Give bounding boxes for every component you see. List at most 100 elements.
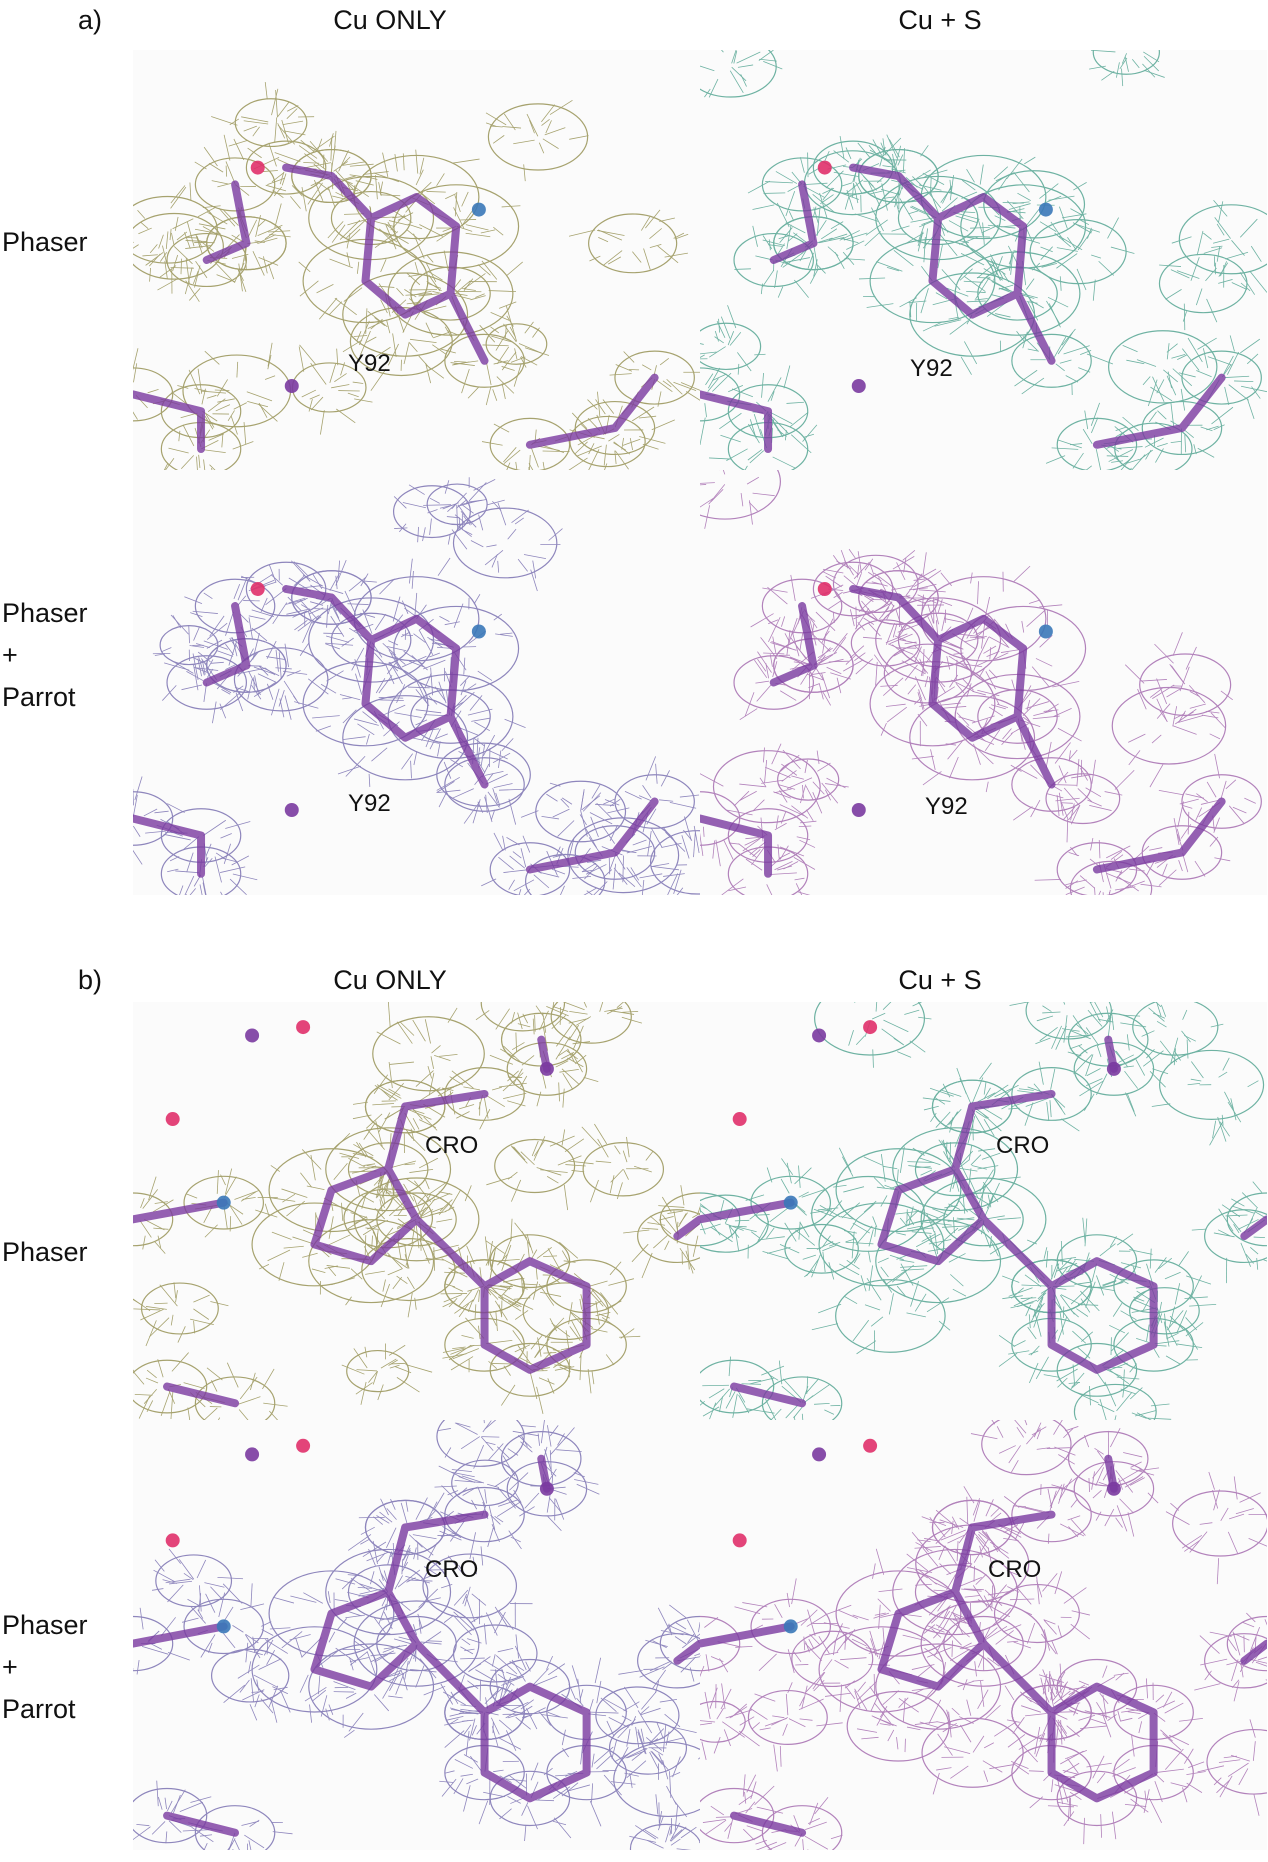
mesh-segment (413, 737, 440, 744)
mesh-segment (464, 1586, 471, 1607)
mesh-segment (1048, 1674, 1053, 1701)
mesh-segment (752, 204, 775, 210)
mesh-segment (490, 1363, 513, 1365)
mesh-segment (1007, 1640, 1019, 1643)
mesh-segment (336, 348, 339, 366)
mesh-segment (194, 265, 201, 288)
mesh-segment (1047, 1488, 1053, 1509)
mesh-segment (392, 1542, 395, 1557)
mesh-segment (930, 1112, 937, 1123)
mesh-segment (966, 169, 975, 183)
mesh-segment (908, 300, 927, 304)
mesh-segment (919, 220, 934, 228)
mesh-segment (830, 221, 844, 230)
mesh-segment (805, 785, 814, 801)
mesh-segment (888, 643, 914, 655)
mesh-contour (1056, 1770, 1138, 1827)
mesh-segment (385, 1229, 401, 1237)
mesh-segment (1222, 1057, 1230, 1071)
mesh-segment (985, 1499, 994, 1517)
mesh-segment (365, 1270, 385, 1275)
molecule-bond (480, 1682, 591, 1803)
mesh-segment (404, 607, 416, 617)
mesh-segment (154, 1201, 168, 1204)
mesh-segment (666, 1785, 677, 1805)
mesh-segment (908, 1206, 914, 1227)
mesh-segment (728, 384, 744, 393)
mesh-segment (458, 1303, 470, 1318)
mesh-segment (934, 607, 939, 625)
mesh-segment (639, 873, 663, 879)
mesh-segment (864, 595, 874, 602)
mesh-segment (1115, 1672, 1125, 1681)
mesh-segment (479, 1109, 491, 1130)
mesh-segment (318, 297, 338, 320)
mesh-segment (1216, 245, 1221, 262)
mesh-segment (816, 750, 820, 764)
mesh-segment (640, 216, 651, 231)
mesh-segment (770, 642, 797, 651)
mesh-segment (415, 1497, 428, 1520)
molecule-bond (384, 1523, 410, 1596)
mesh-contour (914, 1142, 996, 1197)
mesh-segment (803, 185, 825, 198)
mesh-segment (502, 835, 506, 851)
mesh-segment (553, 1354, 573, 1368)
mesh-segment (552, 808, 570, 818)
mesh-segment (849, 645, 865, 659)
mesh-segment (1206, 781, 1217, 798)
mesh-segment (777, 844, 780, 860)
mesh-segment (1039, 183, 1059, 199)
mesh-segment (189, 645, 205, 648)
molecule-bond (282, 163, 336, 180)
mesh-segment (338, 150, 349, 172)
mesh-segment (397, 1240, 402, 1260)
molecule-bond (525, 797, 659, 874)
mesh-segment (218, 207, 236, 227)
atom (471, 202, 486, 217)
mesh-segment (1185, 1317, 1198, 1331)
mesh-segment (895, 609, 904, 632)
mesh-segment (844, 258, 866, 261)
mesh-segment (292, 597, 308, 606)
mesh-segment (145, 1306, 167, 1310)
mesh-segment (667, 1210, 683, 1214)
mesh-segment (661, 842, 682, 848)
mesh-segment (924, 675, 929, 688)
mesh-contour (183, 1598, 265, 1655)
mesh-segment (824, 1651, 839, 1656)
mesh-segment (897, 623, 921, 633)
molecule-bond (412, 1639, 489, 1717)
mesh-segment (291, 185, 303, 197)
mesh-segment (502, 1455, 516, 1477)
mesh-segment (419, 157, 425, 175)
mesh-segment (1233, 1224, 1240, 1234)
mesh-contour (133, 1192, 174, 1247)
mesh-segment (1038, 1297, 1044, 1308)
mesh-segment (373, 220, 395, 228)
mesh-segment (1162, 863, 1168, 876)
mesh-segment (571, 1665, 579, 1685)
mesh-segment (808, 683, 820, 689)
mesh-segment (1059, 1681, 1062, 1694)
mesh-segment (812, 194, 835, 213)
mesh-segment (567, 1057, 584, 1068)
mesh-segment (795, 883, 803, 895)
mesh-segment (133, 849, 143, 865)
mesh-segment (813, 647, 831, 665)
mesh-contour (487, 103, 589, 171)
mesh-contour (550, 1002, 632, 1044)
mesh-segment (824, 1692, 851, 1697)
mesh-segment (345, 756, 366, 777)
mesh-segment (606, 1720, 615, 1737)
mesh-segment (1054, 1097, 1066, 1108)
mesh-segment (855, 181, 862, 193)
mesh-segment (243, 120, 269, 125)
mesh-segment (526, 1708, 538, 1730)
mesh-segment (855, 1225, 873, 1246)
mesh-segment (1164, 1702, 1184, 1714)
mesh-segment (480, 229, 496, 234)
mesh-segment (1109, 1362, 1128, 1371)
mesh-segment (415, 188, 436, 205)
mesh-segment (655, 379, 673, 393)
